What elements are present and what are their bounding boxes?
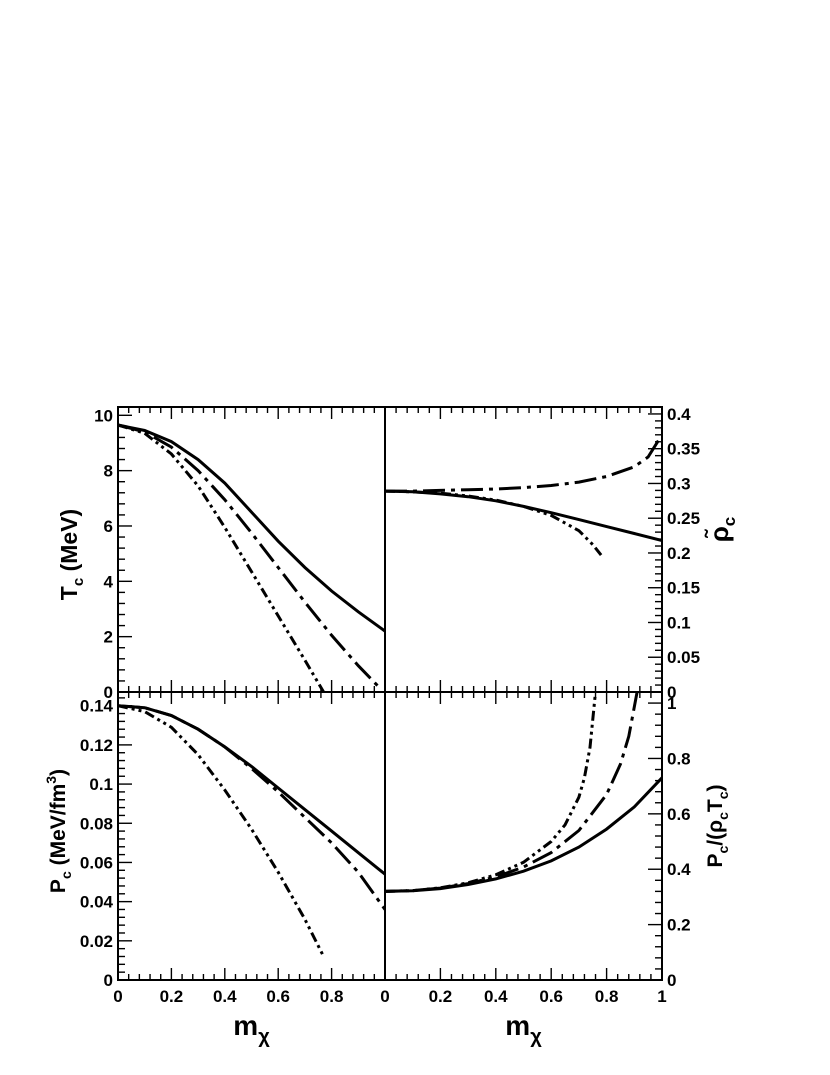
plot-frame — [384, 406, 663, 693]
y-tick-label: 0.14 — [80, 697, 114, 716]
panel-top-left: 0 2 4 6 8 10 Tc (MeV) — [56, 406, 386, 702]
series-dash-dot-dot-line — [118, 704, 325, 958]
y-tick-label: 0.4 — [667, 405, 691, 424]
y-tick-label: 6 — [104, 517, 113, 536]
series-dash-dot-dot-line — [118, 423, 325, 692]
series-dash-dot-line — [118, 704, 385, 911]
y-tick-label: 0.06 — [80, 853, 113, 872]
series-dash-dot-line — [385, 692, 639, 893]
series-solid-line — [118, 423, 385, 633]
y-tick-label: 0.1 — [89, 775, 113, 794]
x-tick-label: 0.8 — [595, 987, 619, 1006]
y-axis-title: ρ̃c — [704, 517, 739, 543]
series-dash-dot-dot-line — [385, 692, 597, 893]
x-tick-label: 0.4 — [213, 987, 237, 1006]
y-tick-label: 0 — [667, 971, 676, 990]
y-tick-label: 4 — [104, 572, 114, 591]
y-axis-title: Pc (MeV/fm3) — [43, 769, 74, 893]
x-tick-label: 0 — [113, 987, 122, 1006]
y-tick-label: 0 — [104, 683, 113, 702]
panel-bottom-left: 0 0.02 0.04 0.06 0.08 0.1 0.12 0.14 0 0.2 0.4 0.6 0.… — [43, 691, 386, 1048]
plot-frame — [384, 691, 663, 981]
y-tick-label: 0.2 — [667, 544, 691, 563]
y-axis-title: Pc/(ρcTc) — [704, 784, 731, 867]
y-tick-label: 0.35 — [667, 440, 700, 459]
y-tick-label: 0.8 — [667, 749, 691, 768]
y-tick-label: 10 — [94, 406, 113, 425]
y-tick-label: 0 — [104, 971, 113, 990]
y-tick-label: 2 — [104, 628, 113, 647]
y-tick-label: 0.12 — [80, 736, 113, 755]
x-tick-label: 0.8 — [320, 987, 344, 1006]
y-tick-label: 0.04 — [80, 893, 114, 912]
series-solid-line — [385, 489, 662, 542]
x-tick-label: 0.4 — [484, 987, 508, 1006]
x-tick-label: 1 — [657, 987, 666, 1006]
panel-top-right: 0 0.05 0.1 0.15 0.2 0.25 0.3 0.35 0.4 ρ̃c — [384, 405, 739, 702]
y-tick-label: 0.1 — [667, 613, 691, 632]
y-tick-label: 0.25 — [667, 509, 700, 528]
series-dash-dot-line — [118, 423, 383, 691]
y-tick-label: 0.2 — [667, 916, 691, 935]
x-axis-title: mχ — [505, 1010, 542, 1048]
x-tick-label: 0.2 — [160, 987, 184, 1006]
x-tick-label: 0 — [380, 987, 389, 1006]
y-tick-label: 1 — [667, 694, 676, 713]
y-tick-label: 8 — [104, 462, 113, 481]
series-solid-line — [118, 704, 385, 876]
x-tick-label: 0.2 — [429, 987, 453, 1006]
x-tick-label: 0.6 — [266, 987, 290, 1006]
y-tick-label: 0.3 — [667, 474, 691, 493]
y-axis-title: Tc (MeV) — [56, 509, 87, 600]
plot-frame — [117, 691, 386, 981]
x-axis-title: mχ — [233, 1010, 270, 1048]
y-tick-label: 0.15 — [667, 579, 700, 598]
series-dash-dot-line — [385, 434, 662, 493]
series-dash-dot-dot-line — [385, 489, 603, 557]
y-tick-label: 0.4 — [667, 860, 691, 879]
y-tick-label: 0.05 — [667, 648, 700, 667]
y-tick-label: 0 — [667, 683, 676, 702]
x-tick-label: 0.6 — [539, 987, 563, 1006]
series-solid-line — [385, 776, 662, 893]
y-tick-label: 0.02 — [80, 932, 113, 951]
y-tick-label: 0.08 — [80, 814, 113, 833]
y-tick-label: 0.6 — [667, 805, 691, 824]
